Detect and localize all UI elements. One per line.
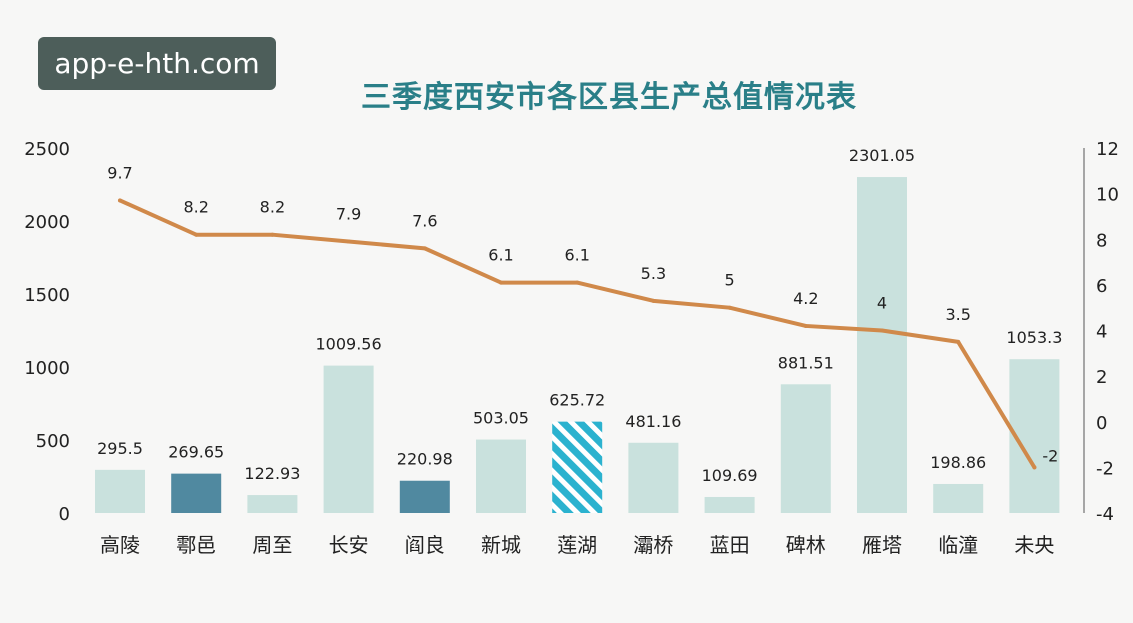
bar-series [95,177,1060,514]
bar [552,421,603,513]
line-value-label: 5.3 [641,264,666,283]
chart-title: 三季度西安市各区县生产总值情况表 [361,80,857,115]
y-left-tick-label: 1500 [24,285,70,306]
x-tick-label: 未央 [1014,533,1054,557]
bar-value-label: 295.5 [97,439,143,458]
bar-value-label: 2301.05 [849,146,915,165]
line-point [270,232,275,237]
x-tick-label: 莲湖 [557,533,597,557]
x-tick-label: 高陵 [100,533,140,557]
x-tick-label: 鄠邑 [176,533,216,557]
x-tick-label: 蓝田 [710,533,750,557]
bar [476,439,526,513]
line-value-label: 7.6 [412,211,437,230]
bar [857,177,907,514]
line-point [880,328,884,333]
line-value-label: 4 [877,294,887,313]
line-value-label: 8.2 [183,198,208,217]
y-right-tick-label: -2 [1096,458,1114,479]
axes: 0 500 1000 1500 2000 2500 -4 -2 0 2 4 6 8 10 12 高陵 鄠邑 周至 长… [24,139,1119,557]
bar-value-label: 198.86 [930,453,986,472]
bar [780,384,831,513]
bar [704,496,755,513]
x-tick-label: 雁塔 [862,533,902,557]
x-tick-label: 新城 [481,533,521,557]
bar [628,442,679,513]
bar [95,469,145,513]
line-series [118,198,1037,470]
y-right-tick-label: -4 [1096,504,1114,525]
bar-value-label: 1053.3 [1006,328,1062,347]
x-tick-label: 阎良 [405,533,445,557]
line-value-label: 6.1 [564,246,589,265]
bar-value-label: 122.93 [244,464,300,483]
line-point [727,305,732,310]
bar-value-label: 481.16 [625,412,681,431]
y-right-tick-label: 12 [1096,139,1119,160]
bar [171,473,222,513]
y-left-tick-label: 0 [59,504,70,525]
bar-value-label: 625.72 [549,391,605,410]
bar [323,365,374,513]
bar-value-label: 269.65 [168,443,224,462]
line-point [956,339,961,344]
line-point [575,280,580,285]
line-point [499,280,503,285]
line-value-label: -2 [1042,446,1058,465]
watermark: app-e-hth.com [38,37,276,90]
y-right-tick-label: 6 [1096,276,1107,297]
line-point [651,298,656,303]
x-tick-label: 临潼 [938,533,978,557]
line-point [803,323,808,328]
x-tick-label: 长安 [329,533,369,557]
y-right-tick-label: 0 [1096,413,1107,434]
line-value-label: 4.2 [793,289,818,308]
y-right-tick-label: 4 [1096,322,1107,343]
line-value-label: 8.2 [260,198,285,217]
line-value-label: 3.5 [945,305,970,324]
bar-value-label: 220.98 [397,450,453,469]
bar [933,483,984,513]
y-left-tick-label: 500 [36,431,70,452]
y-right-tick-label: 8 [1096,230,1107,251]
line-value-label: 9.7 [107,163,132,182]
line-point [422,246,427,251]
x-tick-label: 碑林 [786,533,826,557]
y-left-tick-label: 1000 [24,358,70,379]
line-point [118,198,122,203]
bar-value-label: 109.69 [702,466,758,485]
line-value-label: 6.1 [488,246,513,265]
data-labels: 295.5 269.65 122.93 1009.56 220.98 503.05 625.… [97,146,1062,485]
line-value-label: 5 [725,271,735,290]
y-right-tick-label: 2 [1096,367,1107,388]
line-point [194,232,199,237]
x-tick-label: 灞桥 [633,533,673,557]
line-value-label: 7.9 [336,205,361,224]
line-point [1032,465,1037,470]
y-right-tick-label: 10 [1096,185,1119,206]
bar-value-label: 503.05 [473,409,529,428]
bar-value-label: 881.51 [778,353,834,372]
y-left-tick-label: 2000 [24,212,70,233]
bar-value-label: 1009.56 [316,335,382,354]
y-left-tick-label: 2500 [24,139,70,160]
bar [247,495,298,513]
bar [399,480,450,513]
line-point [346,239,351,244]
x-tick-label: 周至 [252,533,292,557]
